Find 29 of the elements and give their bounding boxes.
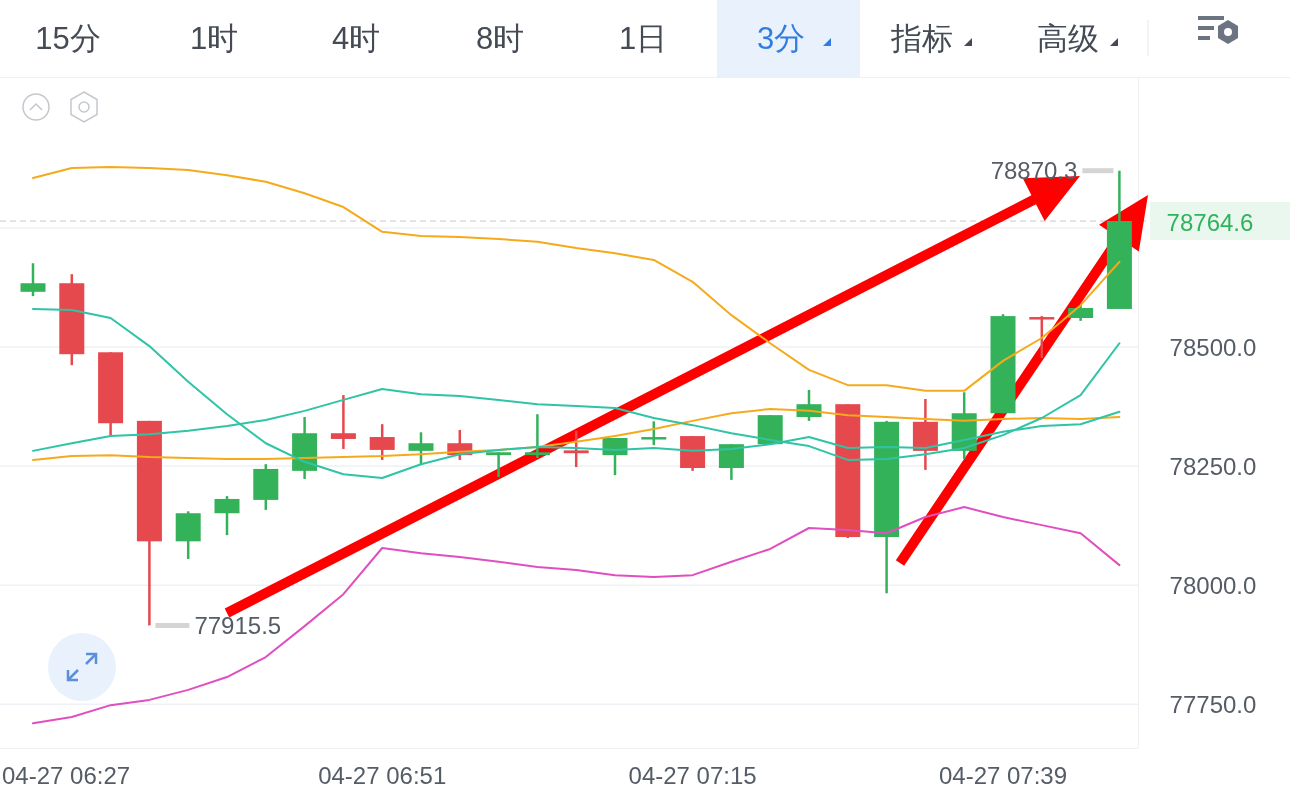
candlestick [641, 420, 667, 447]
candlestick [486, 451, 512, 479]
candlestick [563, 429, 589, 469]
text: 3分 [756, 20, 806, 56]
annotation: 77915.5 [194, 611, 282, 639]
x-tick-label: 04-27 06:27 [2, 761, 131, 789]
line-series [32, 407, 1121, 461]
text: 1时 [189, 20, 239, 56]
text: 1日 [618, 20, 668, 56]
candlestick [524, 412, 550, 460]
text: 8时 [475, 20, 525, 56]
candlestick [20, 261, 46, 298]
line-series [32, 506, 1121, 725]
text: 指标 [890, 20, 953, 56]
y-tick-label: 78250.0 [1169, 452, 1257, 480]
candlestick [1029, 314, 1055, 360]
line-series [32, 307, 1121, 479]
x-tick-label: 04-27 07:15 [628, 761, 757, 789]
y-tick-label: 78500.0 [1169, 333, 1257, 361]
x-tick-label: 04-27 07:39 [938, 761, 1068, 789]
x-tick-label: 04-27 06:51 [318, 761, 447, 789]
text: 4时 [331, 20, 381, 56]
text: 高级 [1037, 20, 1099, 56]
annotation: 78870.3 [990, 157, 1078, 185]
candlestick [330, 393, 356, 451]
y-tick-label: 78000.0 [1169, 571, 1257, 599]
ref-line-label: 78764.6 [1166, 208, 1254, 236]
y-tick-label: 77750.0 [1169, 690, 1257, 718]
text: 15分 [35, 20, 101, 56]
